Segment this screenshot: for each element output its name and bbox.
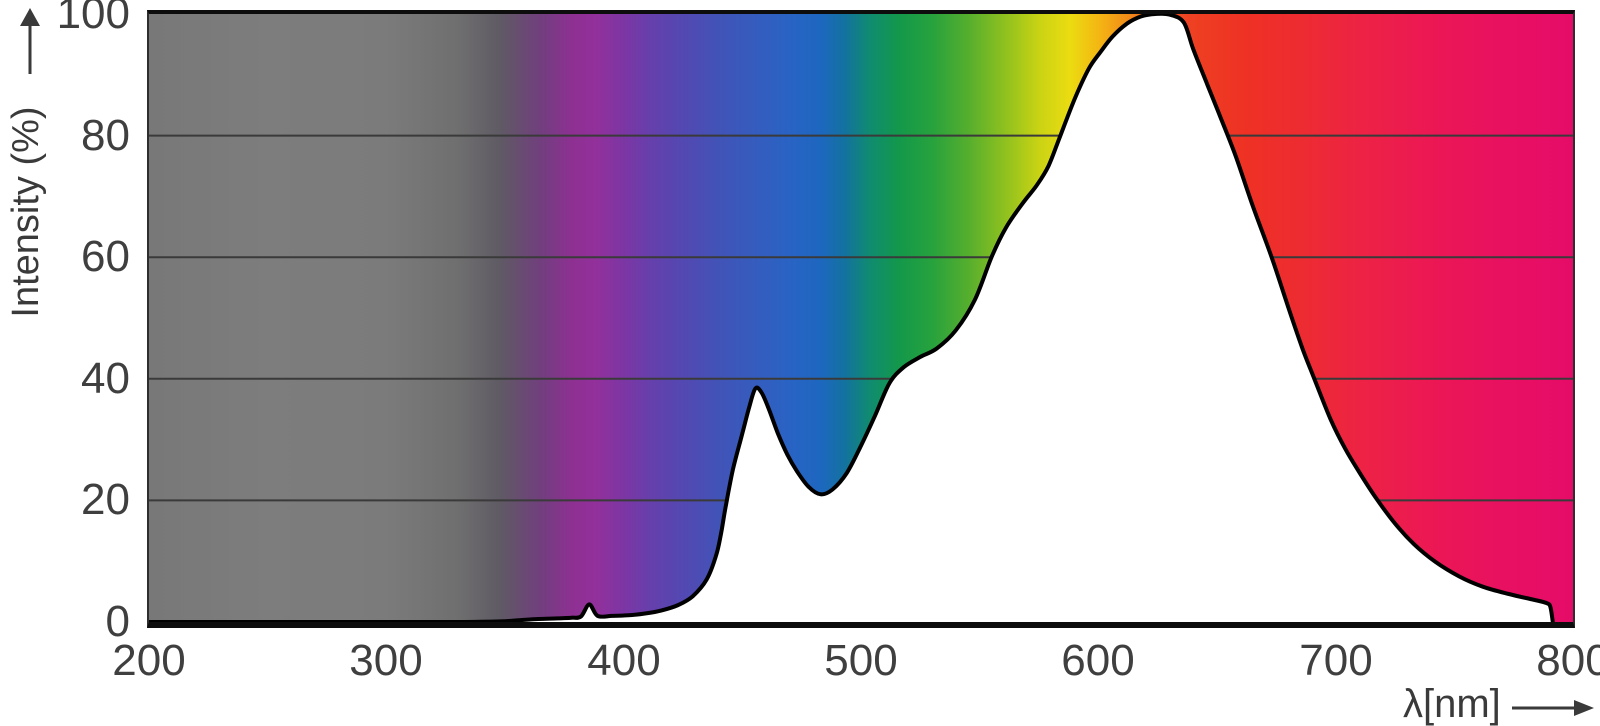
x-axis-title: λ[nm] — [1403, 682, 1501, 726]
x-tick-label: 800 — [1536, 636, 1600, 685]
spectrum-curve — [149, 14, 1555, 622]
x-tick-label: 500 — [824, 636, 898, 685]
x-tick-label: 700 — [1299, 636, 1373, 685]
x-tick-label: 200 — [112, 636, 186, 685]
y-tick-label: 20 — [81, 475, 130, 524]
y-tick-label: 40 — [81, 354, 130, 403]
up-arrow-icon — [20, 8, 40, 74]
plot-area — [147, 10, 1575, 628]
y-tick-label: 60 — [81, 232, 130, 281]
x-tick-label: 300 — [349, 636, 423, 685]
x-tick-label: 400 — [587, 636, 661, 685]
y-tick-label: 0 — [105, 597, 130, 646]
y-tick-label: 100 — [56, 0, 130, 38]
spectrum-curve-svg — [149, 14, 1573, 622]
curve-area — [149, 14, 1553, 622]
y-tick-label: 80 — [81, 111, 130, 160]
x-tick-label: 600 — [1061, 636, 1135, 685]
right-arrow-icon — [1512, 700, 1594, 716]
